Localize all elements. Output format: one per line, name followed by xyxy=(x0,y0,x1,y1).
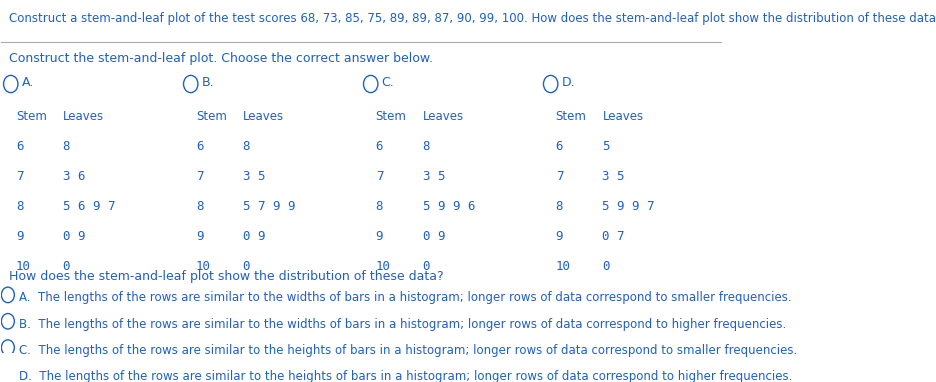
Text: 6: 6 xyxy=(375,140,383,153)
Text: C.: C. xyxy=(381,76,394,89)
Text: 6: 6 xyxy=(16,140,23,153)
Text: How does the stem-and-leaf plot show the distribution of these data?: How does the stem-and-leaf plot show the… xyxy=(8,270,443,283)
Text: 3 5: 3 5 xyxy=(422,170,445,183)
Text: Stem: Stem xyxy=(16,110,47,123)
Text: Leaves: Leaves xyxy=(242,110,284,123)
Text: B.  The lengths of the rows are similar to the widths of bars in a histogram; lo: B. The lengths of the rows are similar t… xyxy=(20,318,786,331)
Text: 9: 9 xyxy=(16,230,23,243)
Text: D.  The lengths of the rows are similar to the heights of bars in a histogram; l: D. The lengths of the rows are similar t… xyxy=(20,371,792,382)
Text: 0: 0 xyxy=(63,260,70,273)
Text: 0 7: 0 7 xyxy=(602,230,624,243)
Text: 9: 9 xyxy=(375,230,383,243)
Text: 9: 9 xyxy=(196,230,203,243)
Text: Leaves: Leaves xyxy=(63,110,104,123)
Text: Stem: Stem xyxy=(375,110,406,123)
Text: C.  The lengths of the rows are similar to the heights of bars in a histogram; l: C. The lengths of the rows are similar t… xyxy=(20,344,797,357)
Text: 3 6: 3 6 xyxy=(63,170,85,183)
Text: Stem: Stem xyxy=(555,110,586,123)
Text: 0 9: 0 9 xyxy=(242,230,265,243)
Text: Leaves: Leaves xyxy=(422,110,463,123)
Text: 8: 8 xyxy=(63,140,70,153)
Text: 8: 8 xyxy=(196,200,203,213)
Text: Construct the stem-and-leaf plot. Choose the correct answer below.: Construct the stem-and-leaf plot. Choose… xyxy=(8,52,432,65)
Text: 8: 8 xyxy=(375,200,383,213)
Text: 7: 7 xyxy=(555,170,563,183)
Text: 7: 7 xyxy=(16,170,23,183)
Text: Leaves: Leaves xyxy=(602,110,643,123)
Text: 0 9: 0 9 xyxy=(63,230,85,243)
Text: 0: 0 xyxy=(602,260,609,273)
Text: 8: 8 xyxy=(16,200,23,213)
Text: 5: 5 xyxy=(602,140,609,153)
Text: A.: A. xyxy=(22,76,34,89)
Text: 5 9 9 7: 5 9 9 7 xyxy=(602,200,654,213)
Text: 6: 6 xyxy=(555,140,563,153)
Text: 0 9: 0 9 xyxy=(422,230,445,243)
Text: 0: 0 xyxy=(422,260,430,273)
Text: 3 5: 3 5 xyxy=(602,170,624,183)
Text: 10: 10 xyxy=(375,260,390,273)
Text: 3 5: 3 5 xyxy=(242,170,265,183)
Text: 9: 9 xyxy=(555,230,563,243)
Text: B.: B. xyxy=(201,76,214,89)
Text: A.  The lengths of the rows are similar to the widths of bars in a histogram; lo: A. The lengths of the rows are similar t… xyxy=(20,291,791,304)
Text: 10: 10 xyxy=(16,260,31,273)
Text: 0: 0 xyxy=(242,260,250,273)
Text: 7: 7 xyxy=(375,170,383,183)
Text: Construct a stem-and-leaf plot of the test scores 68, 73, 85, 75, 89, 89, 87, 90: Construct a stem-and-leaf plot of the te… xyxy=(8,12,936,25)
Text: 8: 8 xyxy=(422,140,430,153)
Text: 10: 10 xyxy=(555,260,570,273)
Text: D.: D. xyxy=(561,76,575,89)
Text: 5 9 9 6: 5 9 9 6 xyxy=(422,200,475,213)
Text: Stem: Stem xyxy=(196,110,227,123)
Text: 8: 8 xyxy=(555,200,563,213)
Text: 10: 10 xyxy=(196,260,211,273)
Text: 5 6 9 7: 5 6 9 7 xyxy=(63,200,115,213)
Text: 6: 6 xyxy=(196,140,203,153)
Text: 8: 8 xyxy=(242,140,250,153)
Text: 7: 7 xyxy=(196,170,203,183)
Text: 5 7 9 9: 5 7 9 9 xyxy=(242,200,295,213)
